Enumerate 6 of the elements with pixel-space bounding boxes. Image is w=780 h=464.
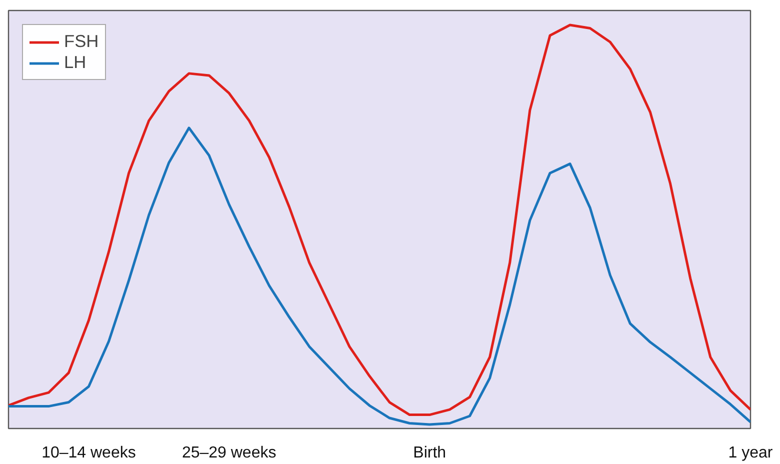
legend-label: FSH [64,31,99,52]
legend-label: LH [64,52,86,73]
x-tick-label: Birth [413,444,446,462]
x-tick-label: 1 year [728,444,774,462]
x-tick-label: 10–14 weeks [42,444,136,462]
x-tick-label: 25–29 weeks [182,444,276,462]
